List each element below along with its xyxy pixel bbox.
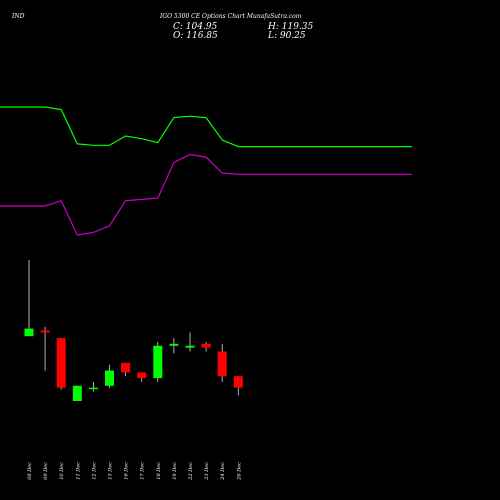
x-tick-label: 23 Dec <box>204 462 210 481</box>
x-tick-label: 09 Dec <box>43 462 49 480</box>
x-tick-label: 12 Dec <box>91 462 97 480</box>
candle-body <box>169 343 179 346</box>
candle <box>217 343 227 382</box>
chart-symbol: IND <box>12 13 25 20</box>
candle <box>185 332 195 352</box>
x-tick-label: 17 Dec <box>140 462 146 480</box>
x-tick-label: 19 Dec <box>172 462 178 480</box>
upper-band-line <box>0 106 412 148</box>
x-tick-label: 18 Dec <box>156 462 162 480</box>
x-axis-labels: 08 Dec 09 Dec 10 Dec 11 Dec 12 Dec 15 Dec 16 D… <box>27 462 242 481</box>
candle-body <box>56 338 66 388</box>
x-tick-label: 15 Dec <box>108 462 114 480</box>
candle-body <box>40 330 50 333</box>
candle-body <box>105 370 114 386</box>
candle <box>88 381 98 392</box>
close-value: C: 104.95 <box>173 22 218 32</box>
candle-body <box>153 345 163 379</box>
candle-body <box>121 362 131 373</box>
candles-layer <box>24 260 243 401</box>
candle <box>233 376 243 396</box>
candle-body <box>201 343 211 348</box>
candle <box>201 341 211 352</box>
chart-title: IGO 5300 CE Options Chart MunafaSutra.co… <box>160 13 302 20</box>
candle <box>153 341 163 382</box>
x-tick-label: 08 Dec <box>27 462 33 480</box>
high-value: H: 119.35 <box>268 22 314 32</box>
candle-body <box>88 387 98 390</box>
candle <box>137 372 147 382</box>
x-tick-label: 26 Dec <box>236 462 242 481</box>
lower-band-line <box>0 153 412 236</box>
candle-body <box>24 328 34 337</box>
candle <box>169 338 179 354</box>
candle <box>56 338 66 390</box>
candle-body <box>217 351 227 377</box>
candle <box>72 385 82 401</box>
candle <box>105 364 114 388</box>
x-tick-label: 22 Dec <box>188 462 194 481</box>
low-value: L: 90.25 <box>268 31 306 41</box>
candle-body <box>233 376 243 388</box>
x-tick-label: 24 Dec <box>220 462 226 481</box>
candle <box>24 260 34 337</box>
bands-layer <box>0 106 412 236</box>
x-tick-label: 11 Dec <box>75 462 81 480</box>
candle <box>121 362 131 377</box>
candle <box>40 326 50 371</box>
candle-body <box>72 385 82 401</box>
open-value: O: 116.85 <box>173 31 218 41</box>
x-tick-label: 16 Dec <box>124 462 130 480</box>
x-tick-label: 10 Dec <box>59 462 65 480</box>
candle-body <box>137 372 147 379</box>
candle-body <box>185 345 195 348</box>
